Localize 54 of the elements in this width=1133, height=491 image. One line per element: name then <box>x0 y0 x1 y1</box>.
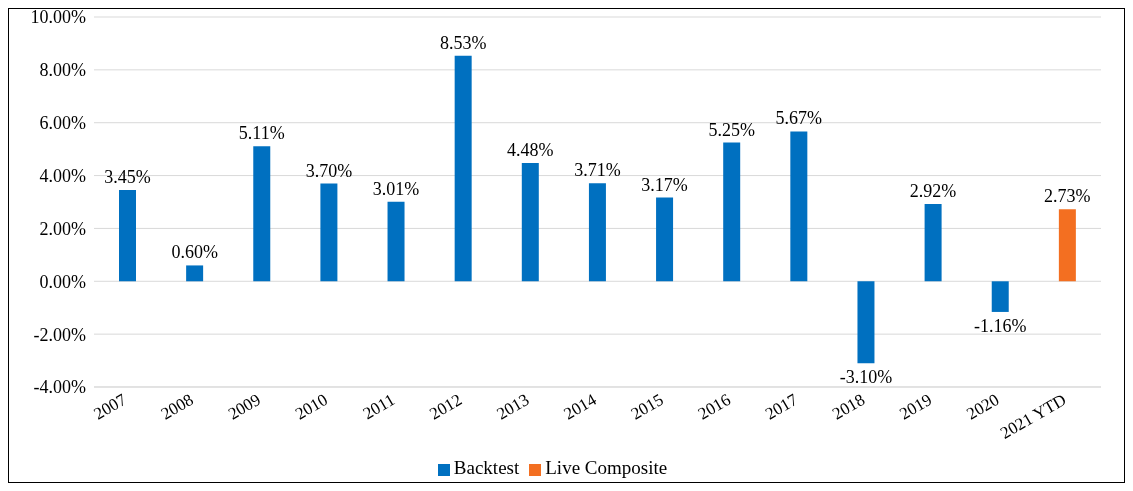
x-tick-label: 2012 <box>426 390 466 424</box>
x-tick-label: 2010 <box>292 390 331 424</box>
bar <box>186 265 204 282</box>
x-tick-label: 2017 <box>761 389 802 424</box>
y-tick-label: 10.00% <box>30 7 86 28</box>
legend-label: Backtest <box>453 457 520 478</box>
data-label: 2.73% <box>1044 186 1091 207</box>
data-label: 5.11% <box>238 123 285 144</box>
x-tick-label: 2016 <box>694 390 734 424</box>
bar <box>1058 209 1076 282</box>
y-tick-label: -2.00% <box>33 324 86 345</box>
y-tick-label: 4.00% <box>39 165 86 186</box>
data-label: 5.67% <box>775 108 823 129</box>
bar <box>454 55 472 282</box>
data-label: 3.17% <box>641 174 688 195</box>
bar <box>387 201 405 282</box>
x-tick-label: 2020 <box>963 390 1003 424</box>
y-tick-label: -4.00% <box>33 377 86 398</box>
legend-label: Live Composite <box>545 457 668 478</box>
bar <box>253 146 271 282</box>
y-tick-label: 0.00% <box>39 271 86 292</box>
x-tick-label: 2009 <box>224 390 264 424</box>
x-tick-label: 2019 <box>896 390 936 424</box>
bar <box>924 204 942 282</box>
x-tick-label: 2008 <box>157 390 197 424</box>
x-tick-label: 2011 <box>359 390 399 424</box>
x-tick-label: 2013 <box>493 390 533 424</box>
data-label: 3.45% <box>104 167 151 188</box>
y-tick-label: 2.00% <box>39 218 86 239</box>
data-label: 2.92% <box>909 181 957 202</box>
bar <box>723 142 741 282</box>
data-label: 0.60% <box>171 242 218 263</box>
x-tick-label: 2018 <box>829 390 869 424</box>
data-label: -3.10% <box>839 367 893 388</box>
bar <box>320 183 338 282</box>
x-tick-label: 2015 <box>627 390 667 424</box>
x-tick-label: 2014 <box>560 389 600 424</box>
bar <box>588 183 606 282</box>
y-tick-label: 8.00% <box>39 60 86 81</box>
bar <box>790 131 808 282</box>
bar <box>656 197 674 282</box>
data-label: 3.70% <box>305 160 353 181</box>
data-label: 3.01% <box>372 178 420 199</box>
bar <box>991 281 1009 312</box>
y-tick-label: 6.00% <box>39 113 86 134</box>
data-label: -1.16% <box>973 315 1027 336</box>
x-tick-label: 2007 <box>90 389 130 424</box>
bar <box>521 162 539 282</box>
bar <box>857 281 875 364</box>
data-label: 4.48% <box>507 139 554 160</box>
bar <box>119 190 136 282</box>
data-label: 3.71% <box>574 160 621 181</box>
data-label: 5.25% <box>708 119 755 140</box>
data-label: 8.53% <box>439 32 487 53</box>
